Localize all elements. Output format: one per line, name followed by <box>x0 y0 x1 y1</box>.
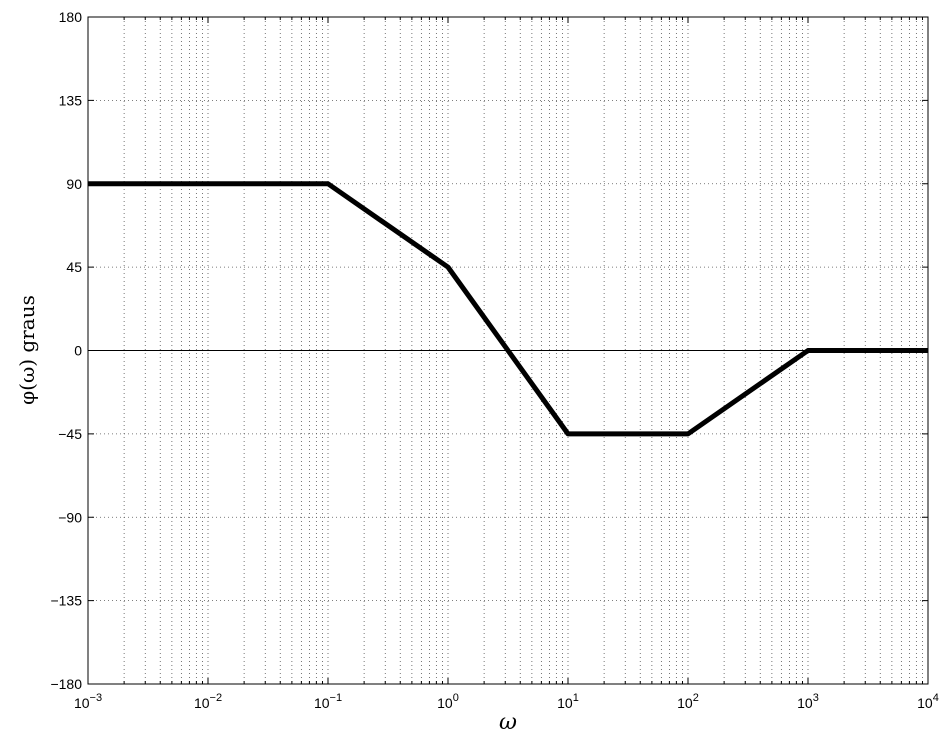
y-tick-label: −45 <box>58 426 82 442</box>
series-layer <box>88 181 928 437</box>
x-tick-label: 102 <box>677 692 699 711</box>
phase-asymptote-line <box>88 181 928 437</box>
x-axis-label: ω <box>499 710 517 735</box>
x-tick-label: 10−2 <box>194 692 222 711</box>
y-axis-label: φ(ω) graus <box>15 295 39 405</box>
x-tick-label: 10−3 <box>74 692 102 711</box>
ticks: 10−3 10−2 10−1 100 101 102 103 104 180 135 90 45 0 −4… <box>50 9 938 711</box>
y-tick-label: 135 <box>59 92 83 108</box>
y-tick-label: −180 <box>50 676 82 692</box>
y-tick-label: 90 <box>66 176 82 192</box>
y-tick-label: 0 <box>74 343 82 359</box>
x-tick-label: 104 <box>917 692 939 711</box>
x-tick-label: 103 <box>797 692 819 711</box>
x-tick-label: 101 <box>557 692 579 711</box>
y-tick-label: −90 <box>58 509 82 525</box>
y-tick-label: 180 <box>59 9 83 25</box>
x-tick-label: 10−1 <box>314 692 342 711</box>
x-tick-label: 100 <box>437 692 459 711</box>
y-tick-label: 45 <box>66 259 82 275</box>
y-tick-label: −135 <box>50 593 82 609</box>
